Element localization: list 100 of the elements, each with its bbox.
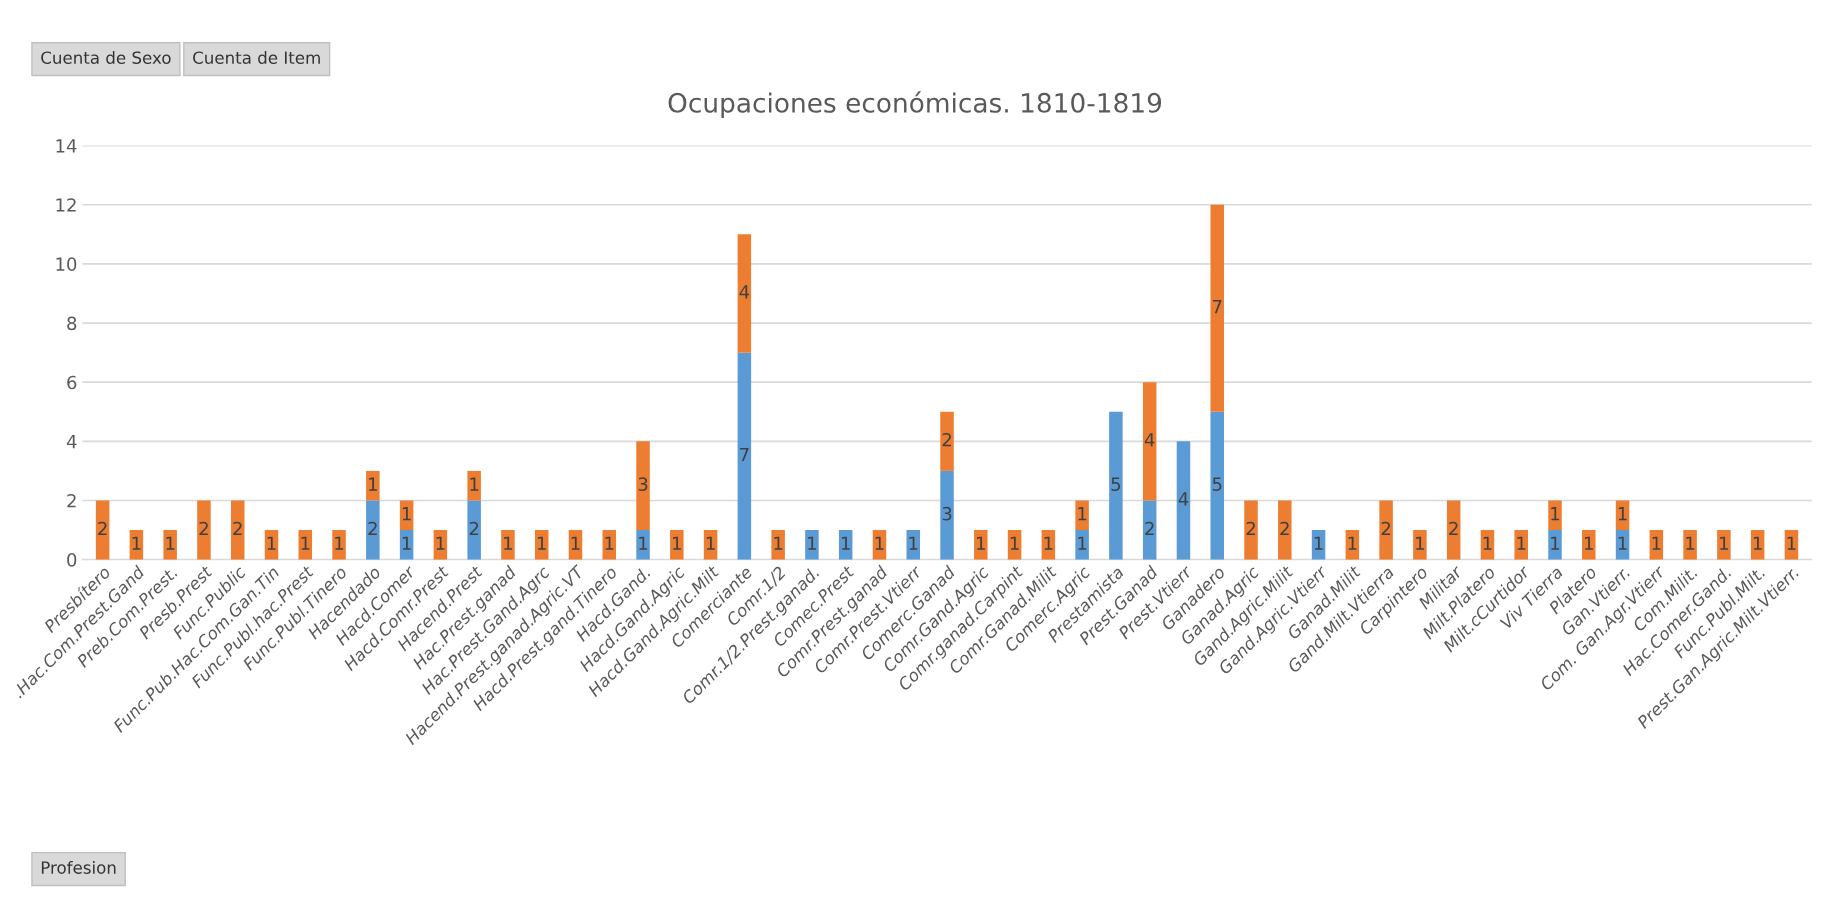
text: Cuenta de Sexo bbox=[41, 51, 171, 64]
bar bbox=[974, 530, 988, 560]
data-label: 2 bbox=[233, 521, 242, 536]
text: Cuenta de Item bbox=[193, 51, 320, 64]
data-label: 1 bbox=[402, 536, 411, 550]
data-label: 2 bbox=[98, 521, 107, 536]
bar bbox=[1210, 411, 1224, 560]
data-label: 1 bbox=[909, 536, 918, 550]
data-label: 2 bbox=[1449, 521, 1458, 536]
bar bbox=[670, 530, 684, 560]
bar bbox=[467, 470, 481, 501]
bar bbox=[366, 470, 380, 501]
data-label: 1 bbox=[1078, 507, 1087, 521]
data-label: 1 bbox=[875, 536, 884, 550]
bar bbox=[737, 234, 752, 353]
bar bbox=[1413, 530, 1427, 560]
bar bbox=[1548, 500, 1562, 531]
bar bbox=[1548, 530, 1562, 560]
bar bbox=[1514, 530, 1528, 560]
bar bbox=[1109, 411, 1123, 560]
data-label: 1 bbox=[1078, 536, 1087, 550]
y-tick-label: 12 bbox=[56, 198, 76, 212]
y-tick-label: 4 bbox=[66, 435, 77, 449]
data-label: 1 bbox=[504, 536, 513, 550]
bar bbox=[906, 530, 920, 560]
data-label: 1 bbox=[673, 536, 681, 550]
data-label: 1 bbox=[267, 536, 276, 550]
bar bbox=[940, 411, 954, 471]
data-label: 2 bbox=[1145, 521, 1154, 536]
data-label: 1 bbox=[1517, 536, 1526, 550]
bar bbox=[1142, 382, 1157, 501]
data-label: 2 bbox=[942, 432, 951, 447]
bar bbox=[1717, 530, 1731, 560]
data-label: 2 bbox=[199, 521, 208, 536]
data-label: 1 bbox=[1551, 507, 1560, 521]
bar bbox=[1278, 500, 1292, 560]
data-label: 2 bbox=[1280, 521, 1289, 536]
bar bbox=[1176, 441, 1191, 560]
y-tick-label: 2 bbox=[67, 493, 76, 508]
bar bbox=[771, 530, 785, 560]
y-tick-label: 8 bbox=[67, 316, 77, 331]
data-label: 1 bbox=[841, 536, 850, 550]
bar bbox=[1075, 530, 1089, 560]
data-label: 7 bbox=[740, 447, 749, 462]
bar bbox=[737, 352, 752, 560]
data-label: 1 bbox=[774, 536, 783, 550]
bar bbox=[1683, 530, 1697, 560]
chart-title: Ocupaciones económicas. 1810-1819 bbox=[668, 91, 1162, 118]
data-label: 5 bbox=[1111, 477, 1121, 491]
bar bbox=[95, 500, 110, 560]
data-label: 2 bbox=[1381, 521, 1391, 536]
y-tick-label: 6 bbox=[67, 375, 77, 390]
data-label: 4 bbox=[1144, 433, 1155, 447]
bar bbox=[1582, 530, 1596, 560]
data-label: 1 bbox=[1720, 536, 1728, 550]
bar bbox=[805, 530, 819, 560]
data-label: 1 bbox=[369, 477, 377, 491]
bar bbox=[230, 500, 245, 560]
bar bbox=[1075, 500, 1089, 531]
data-label: 1 bbox=[1044, 536, 1053, 550]
data-label: 1 bbox=[1686, 536, 1695, 550]
data-label: 3 bbox=[638, 477, 648, 491]
data-label: 2 bbox=[469, 521, 479, 536]
data-label: 1 bbox=[1618, 536, 1627, 550]
text: Profesion bbox=[41, 860, 116, 874]
data-label: 4 bbox=[1178, 492, 1189, 506]
data-label: 1 bbox=[1416, 536, 1424, 550]
data-label: 4 bbox=[739, 285, 750, 299]
data-label: 1 bbox=[808, 536, 816, 550]
data-label: 1 bbox=[1585, 536, 1593, 550]
data-label: 1 bbox=[1787, 536, 1796, 550]
data-label: 3 bbox=[942, 506, 952, 521]
data-label: 2 bbox=[1246, 521, 1255, 536]
data-label: 1 bbox=[1753, 536, 1762, 550]
data-label: 1 bbox=[1314, 536, 1323, 550]
data-label: 1 bbox=[132, 536, 141, 550]
data-label: 1 bbox=[166, 536, 175, 550]
data-label: 1 bbox=[605, 536, 614, 550]
bar bbox=[636, 530, 650, 560]
data-label: 1 bbox=[402, 507, 411, 521]
bar bbox=[197, 500, 211, 560]
bar bbox=[940, 470, 954, 560]
data-label: 1 bbox=[1010, 536, 1019, 550]
data-label: 1 bbox=[706, 536, 715, 550]
data-label: 7 bbox=[1212, 300, 1222, 314]
data-label: 1 bbox=[639, 536, 648, 550]
bar bbox=[1379, 500, 1393, 560]
data-label: 1 bbox=[1551, 536, 1560, 550]
data-label: 1 bbox=[470, 477, 479, 491]
data-label: 1 bbox=[1652, 536, 1661, 550]
data-label: 1 bbox=[436, 536, 445, 550]
bar bbox=[1210, 204, 1224, 412]
bar bbox=[1244, 500, 1258, 560]
data-label: 1 bbox=[1348, 536, 1357, 550]
bar bbox=[163, 530, 177, 560]
data-label: 1 bbox=[571, 536, 580, 550]
y-tick-label: 14 bbox=[56, 139, 77, 153]
data-label: 1 bbox=[335, 536, 344, 550]
bar bbox=[501, 530, 515, 560]
bar bbox=[467, 500, 481, 560]
